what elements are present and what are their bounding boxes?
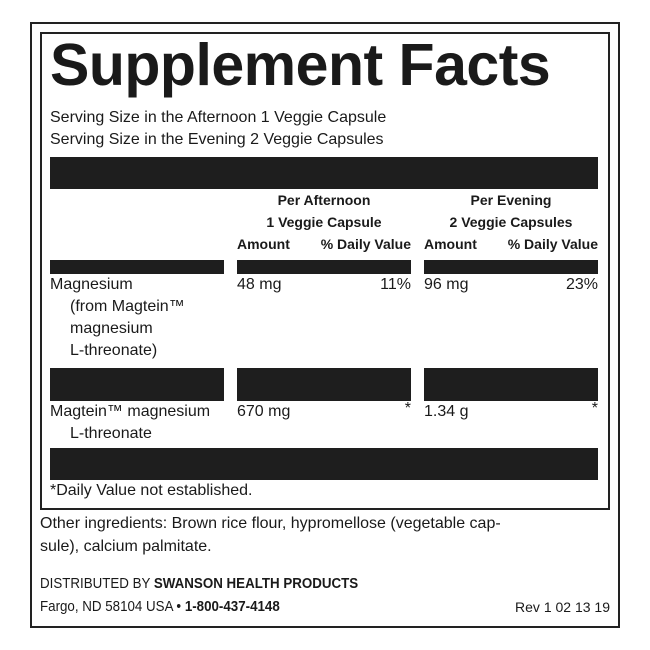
distributor-line: DISTRIBUTED BY SWANSON HEALTH PRODUCTS: [40, 574, 358, 594]
evening-amount: 1.34 g: [424, 403, 469, 420]
serving-size-evening: Serving Size in the Evening 2 Veggie Cap…: [50, 131, 384, 148]
divider-bar: [237, 368, 411, 401]
evening-header-2: 2 Veggie Capsules: [449, 214, 573, 230]
afternoon-amount-header: Amount: [237, 236, 290, 252]
evening-amount-header: Amount: [424, 236, 477, 252]
distributor-name: SWANSON HEALTH PRODUCTS: [153, 576, 359, 592]
divider-bar: [50, 157, 598, 189]
serving-size-afternoon: Serving Size in the Afternoon 1 Veggie C…: [50, 109, 387, 126]
nutrient-source: (from Magtein™: [70, 298, 185, 315]
facts-panel-border: [40, 32, 610, 510]
afternoon-dv-header: % Daily Value: [320, 236, 411, 252]
nutrient-source: L-threonate): [70, 342, 158, 359]
afternoon-dv: 11%: [380, 276, 411, 293]
afternoon-amount: 48 mg: [237, 276, 282, 293]
phone: 1-800-437-4148: [184, 599, 280, 615]
other-ingredients-cont: sule), calcium palmitate.: [40, 538, 212, 555]
evening-dv-header: % Daily Value: [507, 236, 598, 252]
divider-bar: [424, 260, 598, 274]
address-line: Fargo, ND 58104 USA • 1-800-437-4148: [40, 597, 280, 617]
address: Fargo, ND 58104 USA •: [40, 599, 185, 615]
divider-bar: [50, 448, 598, 480]
evening-dv: 23%: [565, 276, 598, 293]
evening-header-1: Per Evening: [470, 192, 552, 208]
divider-bar: [50, 260, 224, 274]
afternoon-header-1: Per Afternoon: [277, 192, 371, 208]
afternoon-header-2: 1 Veggie Capsule: [266, 214, 382, 230]
afternoon-dv: *: [404, 400, 411, 417]
evening-amount: 96 mg: [424, 276, 469, 293]
nutrient-name: Magnesium: [50, 276, 133, 293]
divider-bar: [424, 368, 598, 401]
page-title: Supplement Facts: [50, 32, 551, 98]
divider-bar: [237, 260, 411, 274]
afternoon-amount: 670 mg: [237, 403, 291, 420]
other-ingredients: Other ingredients: Brown rice flour, hyp…: [40, 515, 501, 532]
evening-dv: *: [591, 400, 598, 417]
divider-bar: [50, 368, 224, 401]
distributor-prefix: DISTRIBUTED BY: [40, 576, 154, 592]
label-outer-border: [30, 22, 620, 628]
nutrient-name-cont: L-threonate: [70, 425, 152, 442]
nutrient-name: Magtein™ magnesium: [50, 403, 211, 420]
nutrient-source: magnesium: [70, 320, 153, 337]
revision: Rev 1 02 13 19: [515, 599, 610, 615]
footnote: *Daily Value not established.: [50, 482, 253, 499]
